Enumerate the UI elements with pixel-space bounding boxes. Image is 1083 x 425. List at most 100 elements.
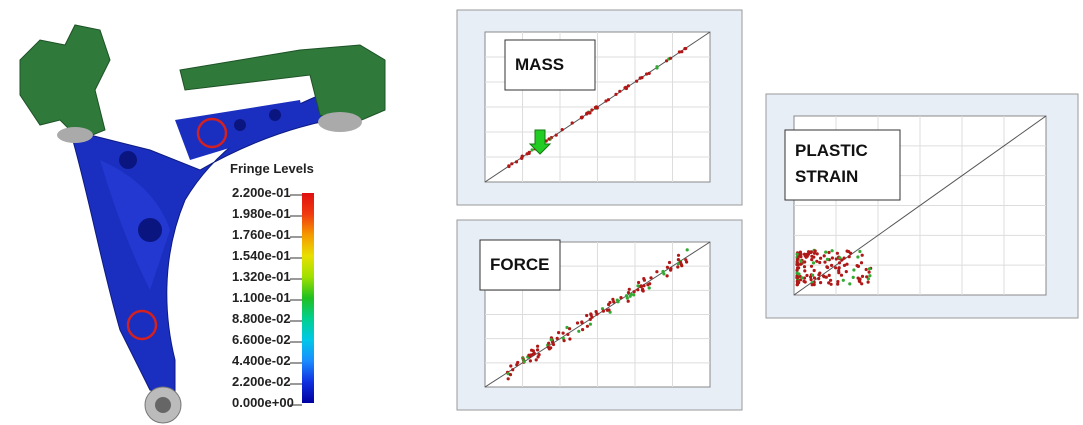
scatter-dot bbox=[641, 289, 644, 292]
scatter-dot bbox=[668, 261, 671, 264]
scatter-dot bbox=[636, 284, 639, 287]
scatter-panel: PLASTICSTRAIN bbox=[766, 94, 1078, 318]
scatter-dot bbox=[868, 267, 871, 270]
legend-title: Fringe Levels bbox=[230, 161, 314, 176]
scatter-dot bbox=[857, 277, 860, 280]
scatter-dot bbox=[840, 274, 843, 277]
panel-label: STRAIN bbox=[795, 167, 858, 186]
scatter-dot bbox=[535, 358, 538, 361]
scatter-dot bbox=[625, 87, 628, 90]
scatter-dot bbox=[595, 313, 598, 316]
scatter-dot bbox=[568, 337, 571, 340]
scatter-dot bbox=[563, 339, 566, 342]
scatter-dot bbox=[607, 303, 610, 306]
scatter-dot bbox=[531, 148, 534, 151]
scatter-dot bbox=[861, 254, 864, 257]
scatter-dot bbox=[825, 276, 828, 279]
scatter-dot bbox=[845, 263, 848, 266]
scatter-dot bbox=[528, 152, 531, 155]
scatter-dot bbox=[637, 281, 640, 284]
scatter-dot bbox=[831, 249, 834, 252]
level-label: 6.600e-02 bbox=[232, 332, 291, 347]
scatter-panel: FORCE bbox=[457, 220, 742, 410]
scatter-dot bbox=[547, 342, 550, 345]
scatter-dot bbox=[581, 321, 584, 324]
scatter-dot bbox=[649, 276, 652, 279]
scatter-dot bbox=[585, 314, 588, 317]
scatter-dot bbox=[812, 261, 815, 264]
scatter-dot bbox=[636, 288, 639, 291]
scatter-dot bbox=[684, 47, 687, 50]
scatter-dot bbox=[677, 262, 680, 265]
scatter-dot bbox=[557, 331, 560, 334]
scatter-dot bbox=[830, 264, 833, 267]
scatter-dot bbox=[666, 274, 669, 277]
scatter-dot bbox=[633, 290, 636, 293]
color-bar bbox=[302, 193, 314, 403]
scatter-dot bbox=[642, 284, 645, 287]
scatter-dot bbox=[828, 274, 831, 277]
scatter-dot bbox=[838, 261, 841, 264]
scatter-dot bbox=[581, 116, 584, 119]
scatter-dot bbox=[576, 321, 579, 324]
scatter-dot bbox=[556, 337, 559, 340]
scatter-dot bbox=[507, 165, 510, 168]
scatter-dot bbox=[662, 272, 665, 275]
scatter-dot bbox=[796, 266, 799, 269]
scatter-dot bbox=[801, 276, 804, 279]
scatter-dot bbox=[799, 259, 802, 262]
scatter-dot bbox=[646, 283, 649, 286]
scatter-dot bbox=[516, 361, 519, 364]
scatter-dot bbox=[586, 325, 589, 328]
scatter-dot bbox=[507, 377, 510, 380]
scatter-dot bbox=[630, 293, 633, 296]
scatter-dot bbox=[666, 266, 669, 269]
scatter-dot bbox=[829, 279, 832, 282]
scatter-dot bbox=[555, 134, 558, 137]
scatter-dot bbox=[813, 269, 816, 272]
scatter-dot bbox=[849, 252, 852, 255]
scatter-dot bbox=[811, 283, 814, 286]
scatter-dot bbox=[538, 353, 541, 356]
scatter-dot bbox=[843, 257, 846, 260]
scatter-dot bbox=[868, 274, 871, 277]
level-label: 0.000e+00 bbox=[232, 395, 294, 410]
scatter-dot bbox=[509, 373, 512, 376]
control-arm bbox=[20, 25, 385, 423]
scatter-dot bbox=[648, 286, 651, 289]
scatter-dot bbox=[819, 257, 822, 260]
scatter-dot bbox=[837, 267, 840, 270]
scatter-dot bbox=[607, 308, 610, 311]
scatter-dot bbox=[588, 111, 591, 114]
scatter-dot bbox=[830, 283, 833, 286]
scatter-dot bbox=[627, 300, 630, 303]
scatter-dot bbox=[552, 343, 555, 346]
figure: Fringe Levels 2.200e-011.980e-011.760e-0… bbox=[0, 0, 1083, 425]
scatter-dot bbox=[511, 368, 514, 371]
scatter-dot bbox=[813, 276, 816, 279]
scatter-dot bbox=[804, 280, 807, 283]
level-label: 2.200e-01 bbox=[232, 185, 291, 200]
scatter-dot bbox=[669, 269, 672, 272]
scatter-dot bbox=[685, 260, 688, 263]
scatter-dot bbox=[814, 249, 817, 252]
scatter-dot bbox=[581, 328, 584, 331]
scatter-dot bbox=[602, 310, 605, 313]
scatter-dot bbox=[635, 80, 638, 83]
scatter-dot bbox=[796, 257, 799, 260]
level-label: 8.800e-02 bbox=[232, 311, 291, 326]
scatter-dot bbox=[566, 333, 569, 336]
scatter-dot bbox=[823, 261, 826, 264]
scatter-dot bbox=[803, 265, 806, 268]
scatter-dot bbox=[618, 90, 621, 93]
scatter-dot bbox=[619, 296, 622, 299]
scatter-dot bbox=[858, 279, 861, 282]
scatter-dot bbox=[590, 316, 593, 319]
scatter-dot bbox=[562, 332, 565, 335]
scatter-dot bbox=[858, 250, 861, 253]
scatter-dot bbox=[826, 266, 829, 269]
scatter-dot bbox=[648, 72, 651, 75]
scatter-dot bbox=[612, 300, 615, 303]
scatter-dot bbox=[547, 346, 550, 349]
scatter-dot bbox=[676, 265, 679, 268]
